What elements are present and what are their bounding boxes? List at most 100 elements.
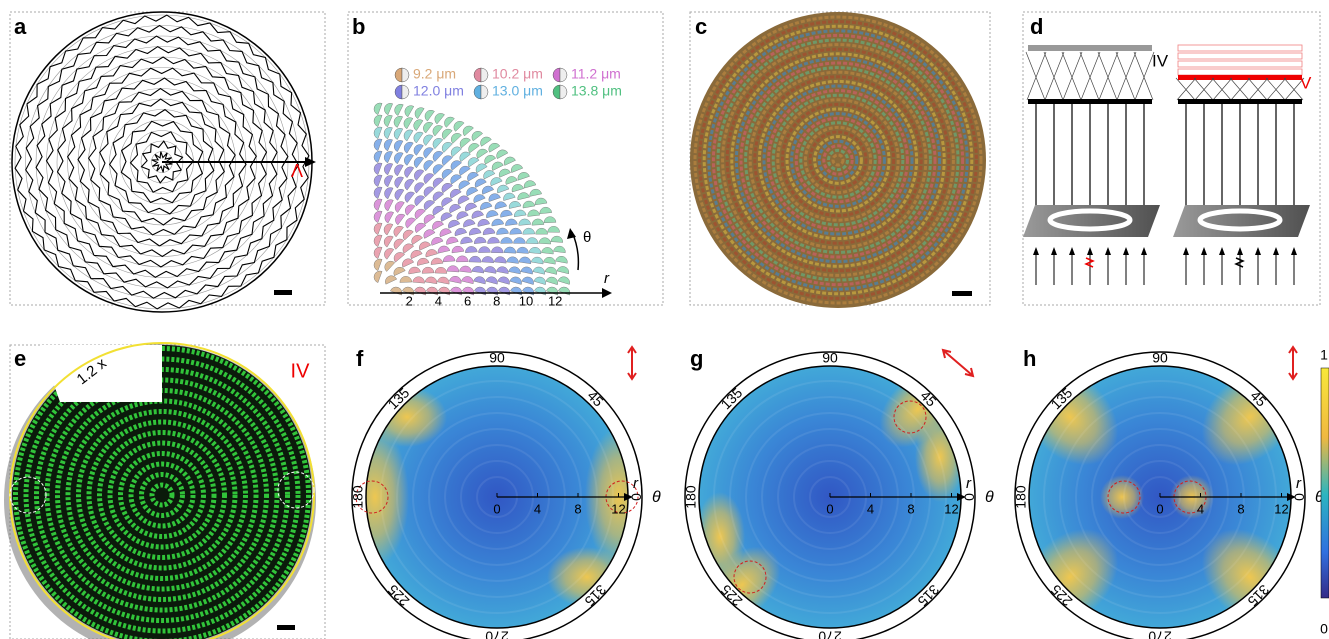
roi: [9, 476, 47, 514]
arrow-head: [1123, 247, 1129, 255]
half-disk: [425, 249, 438, 258]
half-disk: [522, 200, 536, 209]
half-disk: [383, 235, 394, 248]
ring: [762, 84, 914, 236]
r-tick-label: 12: [548, 293, 562, 308]
ring: [97, 430, 227, 560]
half-disk: [413, 144, 424, 156]
half-disk: [394, 152, 404, 165]
half-disk: [393, 225, 404, 238]
half-disk: [511, 184, 524, 193]
half-disk: [538, 237, 551, 245]
r-tick-label: 8: [907, 501, 914, 516]
image-plane: [1028, 45, 1152, 51]
ring: [734, 56, 942, 264]
theta-label: θ: [1315, 489, 1324, 506]
half-disk: [408, 266, 421, 275]
half-disk: [403, 141, 414, 154]
half-disk: [450, 146, 462, 158]
arrow-head: [1219, 247, 1225, 255]
half-disk: [373, 138, 383, 151]
half-disk: [496, 149, 509, 159]
half-disk: [494, 201, 507, 210]
half-disk: [405, 217, 417, 229]
zigzag: [45, 45, 278, 278]
polarization-arrow: [627, 345, 637, 381]
arrow-head: [305, 157, 316, 167]
panel-label: b: [352, 14, 365, 39]
r-tick-label: 4: [867, 501, 874, 516]
r-tick-label: 2: [406, 293, 413, 308]
ring: [107, 440, 217, 550]
half-disk: [384, 187, 394, 200]
half-disk: [423, 229, 436, 239]
half-disk: [383, 223, 394, 236]
half-disk: [473, 194, 486, 204]
image-plane: [1178, 75, 1302, 80]
ring: [826, 148, 850, 172]
half-disk: [437, 276, 450, 285]
half-disk: [404, 166, 415, 179]
half-disk: [441, 197, 453, 208]
half-disk: [532, 266, 545, 275]
focus-cone: [1211, 77, 1233, 101]
half-disk: [509, 276, 522, 285]
ring: [739, 61, 937, 259]
half-disk: [437, 245, 451, 254]
arrow-head: [567, 228, 576, 239]
half-disk: [419, 241, 431, 251]
half-disk: [423, 173, 435, 185]
r-tick-label: 0: [826, 501, 833, 516]
angle-label: 0: [1291, 493, 1307, 501]
half-disk: [384, 175, 394, 188]
arrow-head: [1237, 247, 1243, 255]
half-disk: [459, 151, 471, 162]
half-disk: [475, 163, 488, 174]
half-disk: [465, 246, 478, 253]
half-disk: [454, 228, 467, 237]
arrow-head: [1033, 247, 1039, 255]
half-disk: [471, 131, 483, 142]
zigzag: [129, 131, 195, 193]
half-disk: [480, 136, 492, 147]
half-disk: [404, 179, 415, 191]
half-disk: [413, 119, 424, 131]
ring: [711, 33, 965, 287]
half-disk: [486, 210, 499, 219]
half-disk: [488, 142, 501, 153]
half-disk: [555, 256, 568, 264]
half-disk: [383, 127, 393, 140]
half-disk: [373, 270, 383, 283]
focus-cone: [1283, 77, 1305, 101]
half-disk: [531, 256, 544, 265]
arrow-head: [1183, 247, 1189, 255]
half-disk: [514, 209, 527, 218]
roi: [605, 480, 639, 514]
r-tick-label: 4: [435, 293, 442, 308]
half-disk: [482, 227, 496, 236]
angle-label: 270: [485, 628, 509, 639]
colorbar: [1320, 367, 1329, 599]
angle-label: 270: [1148, 628, 1172, 639]
zigzag: [87, 87, 236, 236]
focus-cone: [1097, 51, 1119, 101]
panel-frame: [347, 11, 664, 306]
half-disk: [440, 212, 453, 222]
half-disk: [456, 211, 469, 221]
ring: [698, 20, 978, 300]
segment-field: [373, 102, 571, 296]
half-disk: [432, 191, 444, 202]
cutout: [40, 345, 162, 402]
half-disk: [402, 229, 414, 241]
plane-outline: [1177, 60, 1303, 68]
scale-bar: [277, 625, 295, 630]
half-disk: [462, 125, 474, 137]
roi: [893, 400, 927, 434]
half-disk: [480, 202, 493, 211]
legend-icon: [552, 67, 561, 83]
half-disk: [402, 243, 415, 254]
lens-plane: [1028, 99, 1152, 104]
half-disk: [394, 189, 405, 201]
half-disk: [533, 276, 546, 285]
tag-label: V: [1300, 73, 1312, 92]
